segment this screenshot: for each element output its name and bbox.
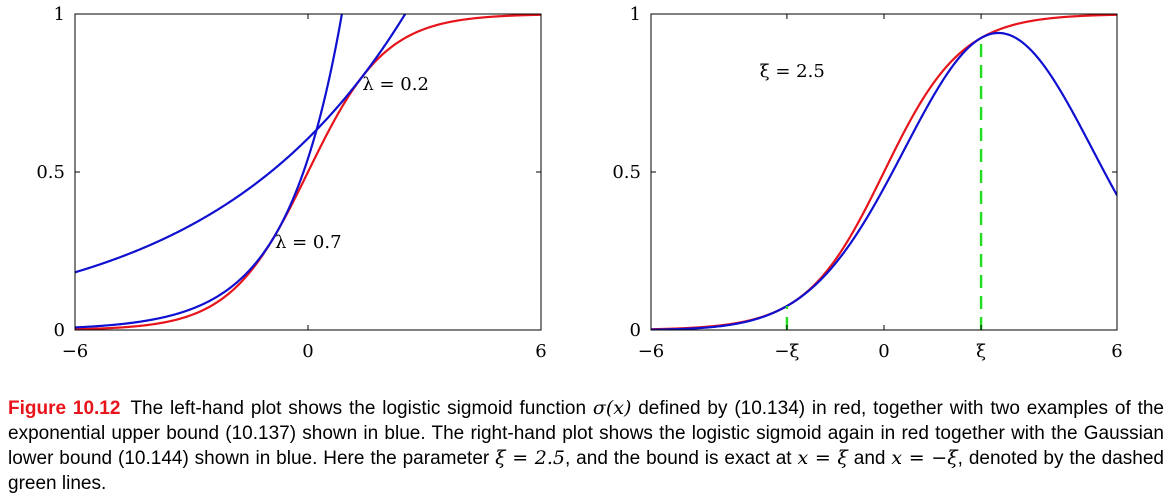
x-tick-label: −6 bbox=[62, 341, 89, 362]
chart-panel-1: −6 0 600.51λ = 0.2λ = 0.7 bbox=[36, 4, 546, 362]
caption-math: σ(x) bbox=[592, 397, 632, 419]
x-tick-label: 0 bbox=[302, 341, 313, 362]
caption-segment: , denoted by the dashed green lines. bbox=[8, 448, 1164, 494]
upper-bound-curve-1 bbox=[75, 14, 407, 274]
sigmoid-curve bbox=[75, 14, 541, 330]
x-tick-label: 0 bbox=[878, 341, 889, 362]
caption-math: x = −ξ bbox=[891, 447, 958, 469]
caption-text: The left-hand plot shows the logistic si… bbox=[8, 397, 1164, 494]
x-tick-label: ξ bbox=[976, 341, 986, 362]
y-tick-label: 0 bbox=[54, 320, 65, 341]
y-tick-label: 0 bbox=[630, 320, 641, 341]
caption-math: x = ξ bbox=[797, 447, 848, 469]
curve-annotation-1: ξ = 2.5 bbox=[760, 61, 825, 82]
y-tick-label: 1 bbox=[630, 4, 641, 25]
x-tick-label: −ξ bbox=[774, 341, 799, 362]
figure: −6 0 6 0 0.5 1 λ = 0.2 λ = 0.7 −6 −ξ 0 ξ 6 0 0.5 1 ξ = 2… bbox=[36, 4, 1122, 362]
y-tick-label: 0.5 bbox=[612, 162, 641, 183]
x-tick-label: 6 bbox=[1111, 341, 1122, 362]
plot-area bbox=[651, 14, 1117, 330]
figure-caption: Figure 10.12 The left-hand plot shows the… bbox=[8, 396, 1164, 496]
plot-area bbox=[75, 14, 541, 330]
caption-segment: defined by (10.134) in red, together wit… bbox=[8, 398, 1164, 469]
lower-bound-curve bbox=[651, 31, 1117, 330]
caption-math: ξ = 2.5 bbox=[495, 447, 566, 469]
caption-segment: , and the bound is exact at bbox=[565, 448, 798, 469]
figure-label: Figure 10.12 bbox=[8, 398, 121, 419]
curve-annotation-2: λ = 0.7 bbox=[275, 232, 342, 253]
caption-segment: and bbox=[847, 448, 892, 469]
y-tick-label: 0.5 bbox=[36, 162, 65, 183]
upper-bound-curve-2 bbox=[75, 14, 344, 329]
x-tick-label: −6 bbox=[638, 341, 665, 362]
chart-svg: −6 0 600.51λ = 0.2λ = 0.7−6 −ξ 0 ξ 600.51ξ = 2… bbox=[36, 4, 1122, 362]
x-tick-label: 6 bbox=[535, 341, 546, 362]
chart-panel-2: −6 −ξ 0 ξ 6 0 0.5 1 ξ = 2.5 bbox=[612, 4, 1122, 362]
sigmoid-curve bbox=[651, 14, 1117, 330]
caption-segment: The left-hand plot shows the logistic si… bbox=[130, 398, 593, 419]
curve-annotation-1: λ = 0.2 bbox=[362, 74, 429, 95]
y-tick-label: 1 bbox=[54, 4, 65, 25]
